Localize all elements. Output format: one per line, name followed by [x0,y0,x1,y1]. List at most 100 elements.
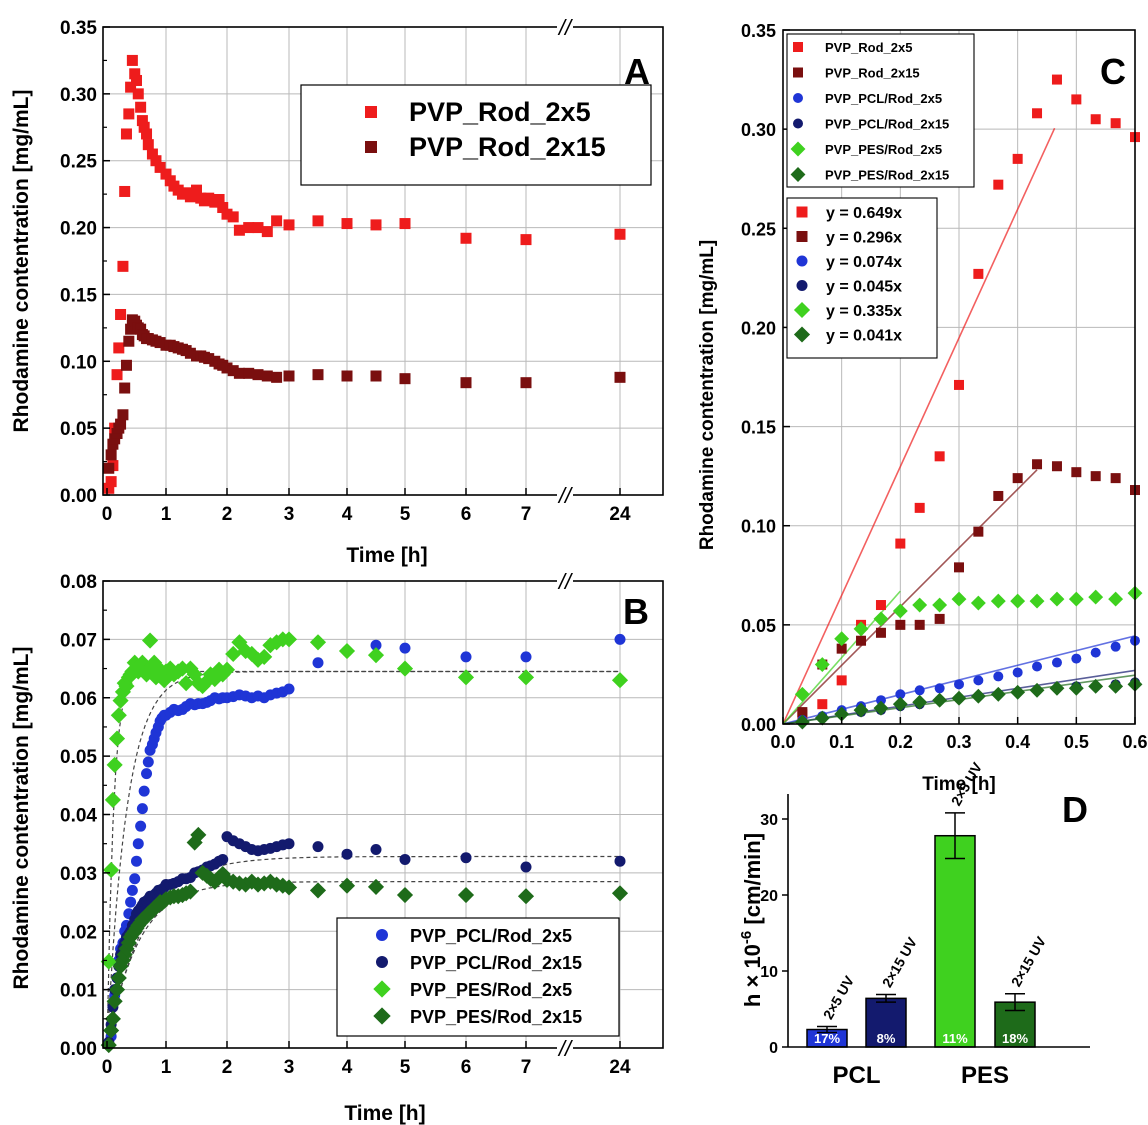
panel-a-point-pvp-rod-2x15 [271,371,283,383]
panel-b-point-pvp-pcl-rod-2x15 [614,855,626,867]
panel-b-point-pvp-pes-rod-2x15 [182,883,199,900]
panel-c-point-pvp-pcl-rod-2x5 [1071,653,1082,664]
panel-a-y-tick-label: 0.00 [60,486,97,507]
panel-a-ticks: 0.00 0.05 0.10 0.15 0.20 0.25 0.30 0.35 0 1 2 3 4 5 6 7… [60,18,631,525]
panel-c-point-pvp-pcl-rod-2x5 [993,671,1004,682]
panel-c-y-tick-label: 0.20 [741,318,776,338]
panel-d-bar-percent: 8% [877,1031,896,1046]
panel-d-bar-pcl-2x15 [865,997,907,1048]
panel-c-y-tick-label: 0.25 [741,219,776,239]
panel-c-point-pvp-rod-2x15 [934,613,945,624]
panel-c-legend-label: PVP_Rod_2x5 [825,40,912,55]
panel-c-point-pvp-pes-rod-2x5 [932,597,948,613]
panel-b-point-pvp-pes-rod-2x15 [110,969,127,987]
panel-b-point-pvp-pcl-rod-2x5 [460,651,472,663]
panel-c-point-pvp-pes-rod-2x5 [1108,591,1124,607]
panel-b-point-pvp-pcl-rod-2x15 [283,838,295,850]
panel-b-y-tick-label: 0.02 [60,922,97,943]
panel-c-point-pvp-pes-rod-2x5 [912,597,928,613]
panel-b-y-tick-label: 0.06 [60,689,97,710]
panel-c-y-tick-label: 0.05 [741,616,776,636]
panel-c-point-pvp-pes-rod-2x5 [970,595,986,611]
panel-b-point-pvp-pes-rod-2x5 [162,660,179,677]
panel-c-marks [794,74,1143,730]
panel-a-marks [103,54,626,494]
panel-d-bar-label: 2×15 UV [1008,933,1050,989]
panel-c-point-pvp-rod-2x15 [875,627,886,638]
panel-a-point-pvp-rod-2x15 [370,370,382,382]
panel-c-point-pvp-pes-rod-2x15 [814,710,830,726]
panel-a-x-tick-label: 5 [400,504,411,525]
panel-a-point-pvp-rod-2x15 [184,347,196,359]
panel-d-group-label: PES [961,1062,1009,1089]
panel-c-point-pvp-pes-rod-2x5 [873,611,889,627]
panel-b-point-pvp-pcl-rod-2x5 [129,873,141,885]
panel-c-fit-legend-swatch-pvp-pcl-rod-2x15 [796,280,808,291]
panel-a-point-pvp-rod-2x5 [123,108,135,120]
panel-c-point-pvp-pes-rod-2x15 [1010,684,1026,700]
panel-a-point-pvp-rod-2x15 [233,367,245,379]
panel-b-point-pvp-pes-rod-2x5 [517,669,535,686]
panel-c-point-pvp-pes-rod-2x5 [892,603,908,619]
panel-b-legend-swatch-pvp-pcl-rod-2x15 [376,956,388,968]
panel-a-series-pvp-rod-2x15 [103,314,626,474]
panel-b-point-pvp-pes-rod-2x15 [190,826,207,843]
panel-a-point-pvp-rod-2x15 [614,371,626,383]
panel-b-point-pvp-pes-rod-2x15 [280,879,298,896]
panel-a-point-pvp-rod-2x15 [103,462,115,474]
panel-a-y-tick-label: 0.30 [60,85,97,106]
panel-c-point-pvp-pcl-rod-2x5 [875,695,886,706]
panel-a-point-pvp-rod-2x5 [217,202,229,214]
panel-b-y-tick-label: 0.01 [60,981,97,1002]
panel-b-axis-break-mark: // [557,569,573,594]
panel-b-point-pvp-pcl-rod-2x5 [125,896,137,908]
panel-c-point-pvp-pes-rod-2x5 [1088,589,1104,605]
panel-a-point-pvp-rod-2x5 [203,192,215,204]
panel-c-point-pvp-pes-rod-2x15 [853,702,869,718]
panel-c-point-pvp-rod-2x5 [895,538,906,549]
panel-b-point-pvp-pcl-rod-2x5 [138,785,150,797]
panel-b-point-pvp-pes-rod-2x5 [309,634,327,651]
panel-c-point-pvp-pcl-rod-2x5 [1032,661,1043,672]
panel-b-point-pvp-pes-rod-2x5 [182,660,199,677]
panel-a-point-pvp-rod-2x5 [113,342,125,354]
panel-b-marks [100,631,629,1054]
panel-b-x-tick-label: 1 [161,1057,172,1078]
panel-c-point-pvp-pes-rod-2x5 [834,631,850,647]
panel-c-point-pvp-rod-2x5 [973,268,984,279]
panel-b-point-pvp-pes-rod-2x5 [214,666,231,683]
panel-a-x-tick-label: 7 [521,504,532,525]
panel-a-point-pvp-rod-2x15 [123,335,135,347]
panel-a-point-pvp-rod-2x5 [141,128,153,140]
panel-b-point-pvp-pes-rod-2x15 [367,878,385,895]
panel-b-point-pvp-pes-rod-2x5 [611,672,629,689]
panel-a-y-tick-label: 0.05 [60,419,97,440]
panel-d-error-bar [876,993,896,1003]
panel-c-point-pvp-pes-rod-2x15 [932,692,948,708]
panel-a-legend-label: PVP_Rod_2x15 [409,132,606,162]
panel-a-x-tick-label: 6 [461,504,472,525]
panel-d-y-tick-label: 0 [769,1040,778,1057]
panel-b-point-pvp-pes-rod-2x5 [218,661,236,678]
panel-c-point-pvp-rod-2x5 [914,502,925,513]
panel-a-point-pvp-rod-2x15 [120,359,132,371]
panel-b-point-pvp-pes-rod-2x5 [186,666,203,683]
panel-a-point-pvp-rod-2x5 [150,155,162,167]
panel-c-point-pvp-rod-2x5 [817,699,828,710]
panel-a-point-pvp-rod-2x5 [341,218,353,230]
panel-c-fit-legend-swatch-pvp-rod-2x5 [796,206,808,218]
panel-a-point-pvp-rod-2x5 [103,482,115,494]
panel-a-point-pvp-rod-2x15 [125,323,137,335]
panel-b-x-axis-label: Time [h] [344,1102,425,1125]
panel-c-point-pvp-rod-2x15 [1090,471,1101,482]
panel-c-point-pvp-pes-rod-2x15 [951,690,967,706]
panel-c-series-pvp-pes-rod-2x15 [794,676,1143,730]
panel-d-bar-label: 2×15 UV [879,934,921,990]
panel-a-point-pvp-rod-2x5 [105,476,117,488]
panel-b-point-pvp-pes-rod-2x15 [457,886,475,904]
panel-c-fit-legend-swatch-pvp-pes-rod-2x5 [793,301,811,319]
panel-b-point-pvp-pes-rod-2x15 [262,873,279,890]
panel-a-point-pvp-rod-2x15 [261,370,273,382]
